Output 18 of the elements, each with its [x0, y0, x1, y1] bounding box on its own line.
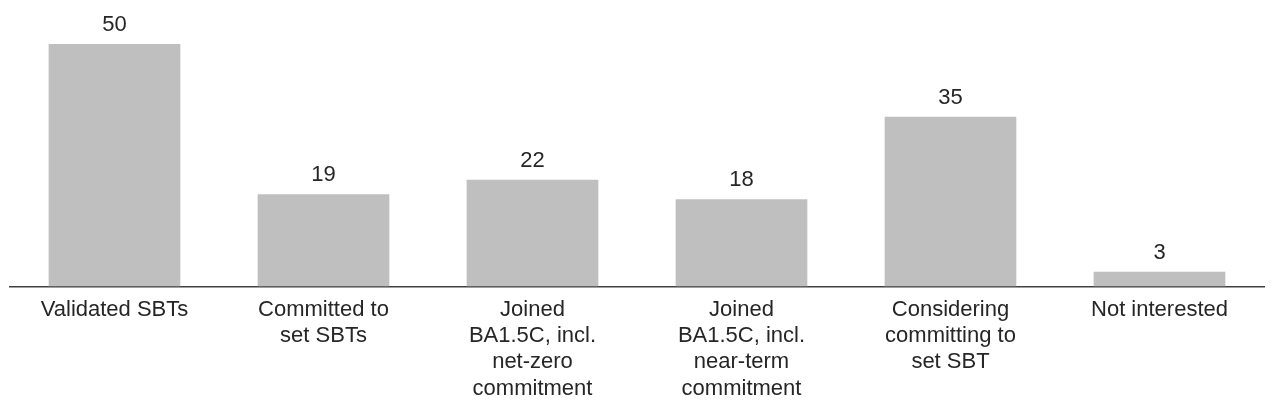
x-tick-label: Validated SBTs — [40, 295, 189, 321]
bar — [675, 199, 808, 287]
data-label: 50 — [102, 11, 127, 37]
x-tick-label: Committed to set SBTs — [258, 295, 389, 348]
x-tick-label: Joined BA1.5C, incl. net-zero commitment — [468, 295, 597, 400]
x-tick-label: Not interested — [1091, 295, 1228, 321]
data-label: 19 — [311, 161, 336, 187]
bar — [257, 194, 390, 287]
data-label: 22 — [520, 146, 545, 172]
bar — [466, 179, 599, 287]
data-label: 35 — [938, 83, 963, 109]
data-label: 18 — [729, 166, 754, 192]
bar — [1093, 271, 1226, 287]
bar — [884, 116, 1017, 287]
x-tick-label: Considering committing to set SBT — [885, 295, 1016, 374]
data-label: 3 — [1153, 238, 1166, 264]
bar — [48, 44, 181, 287]
x-tick-label: Joined BA1.5C, incl. near-term commitment — [677, 295, 806, 400]
